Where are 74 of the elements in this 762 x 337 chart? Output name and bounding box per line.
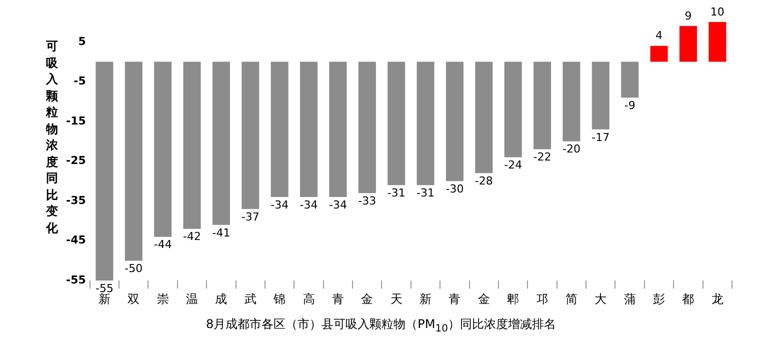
x-tick-label: 新 xyxy=(98,292,110,306)
y-tick-label: -45 xyxy=(66,234,86,247)
x-tick-label: 彭 xyxy=(653,292,666,306)
x-tick-label: 双 xyxy=(128,292,140,306)
data-label: 4 xyxy=(656,29,663,42)
x-tick-label: 成 xyxy=(215,292,228,306)
bar xyxy=(96,62,114,281)
data-label: -17 xyxy=(592,130,610,144)
data-label: -30 xyxy=(446,182,464,196)
y-tick-label: -35 xyxy=(66,194,86,207)
bar xyxy=(475,62,493,174)
data-label: -41 xyxy=(212,226,230,240)
data-label: -34 xyxy=(300,198,318,212)
bar xyxy=(621,62,639,98)
x-tick-label: 青 xyxy=(332,292,344,306)
bar xyxy=(562,62,580,142)
bar xyxy=(679,26,697,62)
data-label: 10 xyxy=(710,5,724,18)
x-tick-label: 武 xyxy=(244,292,256,306)
x-tick-label: 大 xyxy=(594,292,607,306)
x-tick-label: 温 xyxy=(186,292,198,306)
data-label: -37 xyxy=(241,210,260,224)
data-label: -31 xyxy=(387,186,406,200)
bar xyxy=(270,62,288,198)
data-label: -28 xyxy=(474,174,493,188)
bar xyxy=(183,62,201,229)
bar xyxy=(534,62,552,150)
y-tick-label: -15 xyxy=(66,114,86,128)
bar xyxy=(212,62,230,225)
bar xyxy=(650,46,668,62)
data-label: -33 xyxy=(358,194,376,208)
bar xyxy=(446,62,464,182)
x-tick-label: 青 xyxy=(448,292,461,306)
bar xyxy=(242,62,260,209)
x-tick-label: 天 xyxy=(390,292,402,306)
y-tick-label: 5 xyxy=(78,34,86,48)
data-label: -31 xyxy=(416,186,435,200)
y-tick-label: -55 xyxy=(66,273,86,286)
data-label: -50 xyxy=(124,262,143,276)
x-tick-label: 邛 xyxy=(536,292,548,306)
x-tick-label: 龙 xyxy=(711,292,724,306)
data-label: -24 xyxy=(504,158,522,172)
data-label: -22 xyxy=(533,150,552,164)
x-tick-label: 金 xyxy=(361,292,374,306)
bar xyxy=(708,22,726,62)
data-label: -42 xyxy=(183,230,202,244)
data-label: 9 xyxy=(684,9,692,22)
bar xyxy=(154,62,172,237)
text: 8月成都市各区（市）县可吸入颗粒物（PM$_{10}$）同比浓度增减排名 xyxy=(205,316,557,334)
data-label: -34 xyxy=(270,198,289,212)
data-label: -34 xyxy=(328,198,347,212)
bar xyxy=(504,62,522,158)
data-label: -20 xyxy=(562,142,580,156)
x-tick-label: 金 xyxy=(478,292,490,306)
x-tick-label: 锦 xyxy=(272,292,286,306)
y-tick-label: -5 xyxy=(74,74,86,88)
bar xyxy=(329,62,347,198)
x-tick-label: 郫 xyxy=(507,292,520,306)
bar xyxy=(358,62,376,194)
bar xyxy=(592,62,610,130)
bar xyxy=(300,62,318,198)
data-label: -9 xyxy=(624,98,636,112)
y-tick-label: -25 xyxy=(66,154,86,168)
data-label: -44 xyxy=(154,238,172,252)
text: 可吸入颗粒物浓度同比变化 xyxy=(46,39,58,234)
bar xyxy=(388,62,406,186)
x-tick-label: 新 xyxy=(420,292,432,306)
x-tick-label: 都 xyxy=(682,292,694,306)
x-tick-label: 简 xyxy=(565,292,578,306)
x-tick-label: 崇 xyxy=(156,292,169,306)
x-tick-label: 蒲 xyxy=(624,292,636,306)
bar xyxy=(416,62,434,186)
bar xyxy=(124,62,142,261)
x-tick-label: 高 xyxy=(302,292,315,306)
